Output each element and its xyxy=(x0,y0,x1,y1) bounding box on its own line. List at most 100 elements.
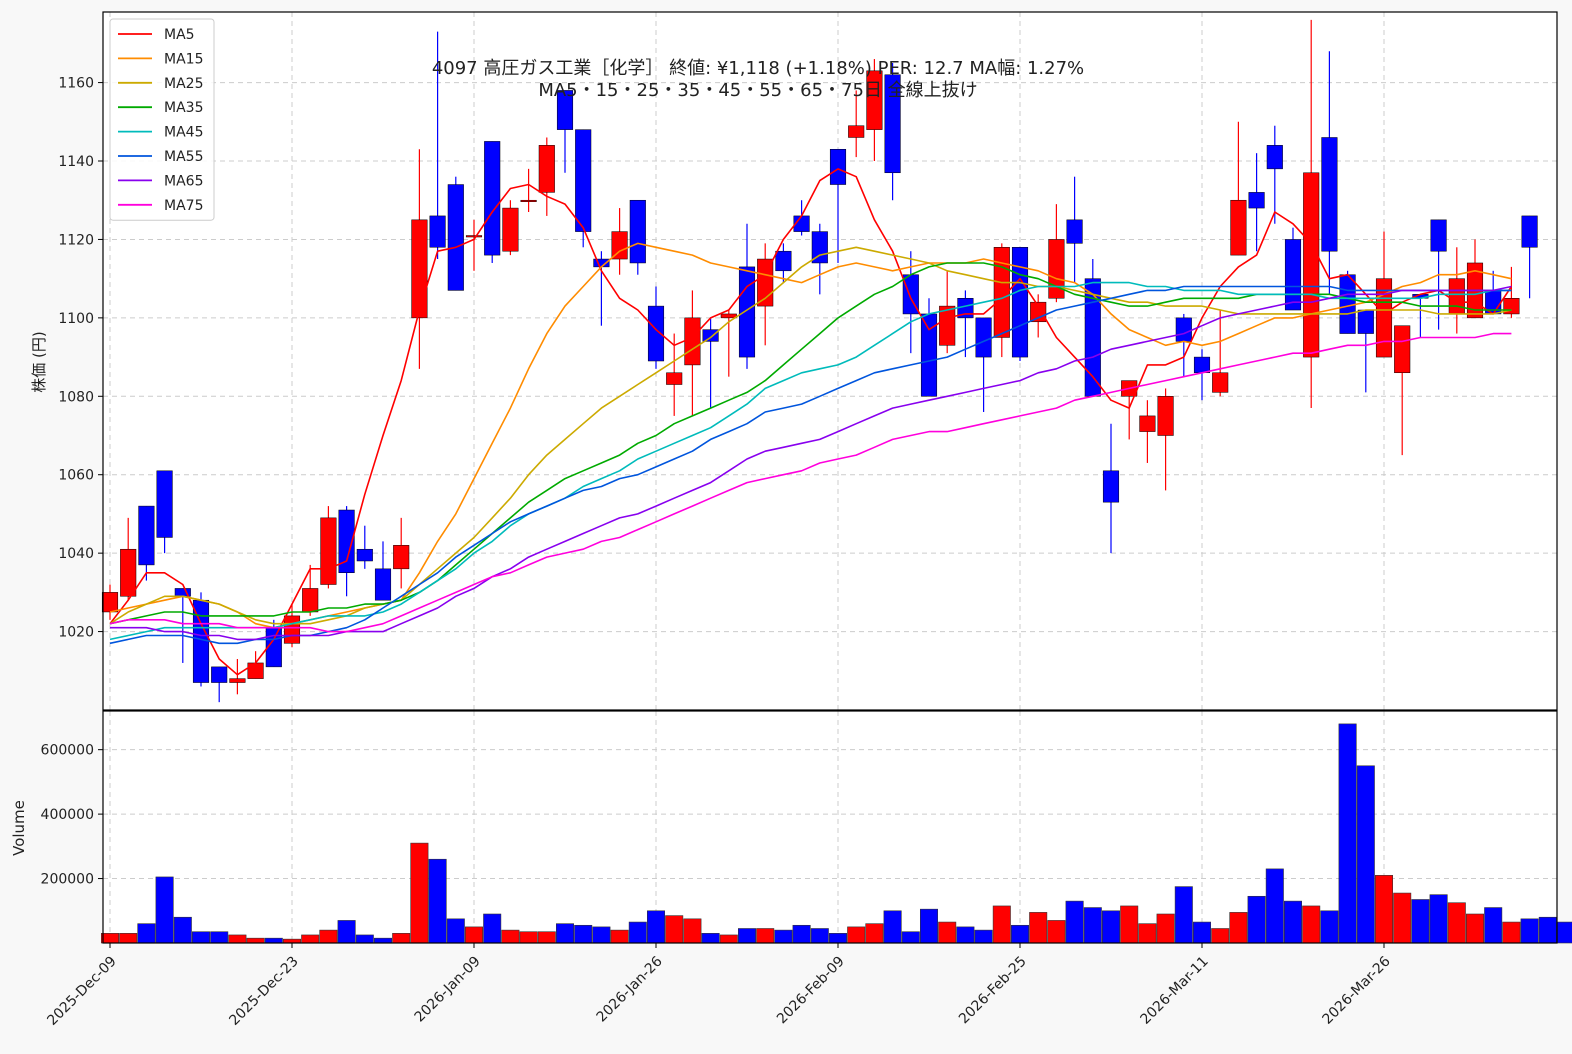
candle xyxy=(1011,247,1029,361)
candle-body xyxy=(1284,239,1302,311)
candle-body xyxy=(465,235,483,238)
candle-body xyxy=(520,199,537,202)
candle-body xyxy=(1011,247,1029,358)
volume-bar xyxy=(1538,916,1557,944)
candle xyxy=(811,223,828,295)
volume-bar xyxy=(992,905,1011,944)
candle-body xyxy=(666,372,683,385)
volume-bar xyxy=(810,928,829,944)
candle-body xyxy=(247,662,264,679)
candle-body xyxy=(811,231,828,264)
volume-bar xyxy=(519,931,538,944)
volume-y-tick-label: 600000 xyxy=(41,743,94,759)
candle xyxy=(629,199,646,275)
candle xyxy=(1284,227,1302,311)
volume-axes-frame xyxy=(102,710,1558,944)
candle xyxy=(829,148,847,263)
legend-label: MA15 xyxy=(164,51,203,67)
volume-bar xyxy=(428,858,447,944)
candle-body xyxy=(939,305,956,346)
volume-bar xyxy=(119,933,138,944)
candle-body xyxy=(1303,172,1320,358)
volume-bar xyxy=(1083,907,1102,944)
volume-bars xyxy=(101,723,1572,944)
volume-bar xyxy=(301,934,320,944)
candle-body xyxy=(1266,145,1283,170)
candle-body xyxy=(1102,470,1120,503)
candle xyxy=(138,505,155,581)
price-y-tick-label: 1020 xyxy=(58,625,94,641)
candle xyxy=(120,517,137,601)
candle xyxy=(866,59,883,162)
candle-body xyxy=(211,666,228,683)
volume-bar xyxy=(1466,913,1485,944)
volume-bar xyxy=(938,921,957,944)
candle-body xyxy=(829,148,847,185)
candle xyxy=(975,317,992,412)
candle-body xyxy=(411,219,428,319)
volume-bar xyxy=(719,934,738,944)
candle xyxy=(957,290,974,358)
volume-bar xyxy=(883,910,902,944)
volume-bar xyxy=(1156,913,1175,944)
candle xyxy=(229,659,246,695)
volume-bar xyxy=(646,910,665,944)
candle xyxy=(647,286,665,369)
candle-body xyxy=(1448,278,1465,315)
candle xyxy=(611,208,628,275)
candle xyxy=(702,317,719,409)
volume-bar xyxy=(537,931,556,944)
volume-bar xyxy=(446,918,465,944)
candle-body xyxy=(738,266,756,358)
price-y-tick-label: 1120 xyxy=(58,232,94,248)
price-y-tick-label: 1140 xyxy=(58,154,94,170)
candle xyxy=(1303,19,1320,409)
candle xyxy=(338,506,355,597)
candle xyxy=(520,168,537,212)
candle xyxy=(1230,121,1247,256)
volume-bar xyxy=(683,918,702,944)
volume-bar xyxy=(1447,902,1466,944)
candle-body xyxy=(101,592,119,613)
ma-lines xyxy=(109,168,1513,676)
legend-box xyxy=(109,18,215,221)
candle-body xyxy=(866,70,883,130)
legend-label: MA65 xyxy=(164,173,203,189)
candle xyxy=(1394,325,1411,456)
ma-line-ma45 xyxy=(109,281,1512,641)
legend-label: MA75 xyxy=(164,198,203,214)
volume-bar xyxy=(665,915,684,944)
volume-bar xyxy=(956,926,975,944)
volume-bar xyxy=(264,937,283,944)
price-y-tick-label: 1040 xyxy=(58,546,94,562)
candle-body xyxy=(720,313,737,319)
candle xyxy=(1521,215,1538,299)
volume-bar xyxy=(828,933,847,944)
candle-body xyxy=(629,199,646,264)
price-panel xyxy=(103,12,1557,710)
candle-body xyxy=(320,517,337,585)
volume-bar xyxy=(410,842,429,944)
candle xyxy=(156,470,173,554)
volume-bar xyxy=(919,908,938,944)
candle-body xyxy=(575,129,592,232)
volume-bar xyxy=(628,921,647,944)
volume-bar xyxy=(974,929,993,944)
volume-bar xyxy=(337,920,356,944)
volume-bar xyxy=(373,937,392,944)
volume-bar xyxy=(1120,905,1139,944)
candle xyxy=(1157,388,1174,491)
candle xyxy=(666,333,683,416)
candle-body xyxy=(775,250,792,272)
candle-body xyxy=(120,548,137,597)
volume-bar xyxy=(737,928,756,944)
candle xyxy=(101,584,119,620)
ma-line-ma55 xyxy=(109,285,1512,645)
price-y-tick-label: 1060 xyxy=(58,468,94,484)
volume-bar xyxy=(1302,905,1321,944)
candle-body xyxy=(1139,415,1156,432)
volume-bar xyxy=(1557,921,1572,944)
candle-body xyxy=(848,125,865,138)
